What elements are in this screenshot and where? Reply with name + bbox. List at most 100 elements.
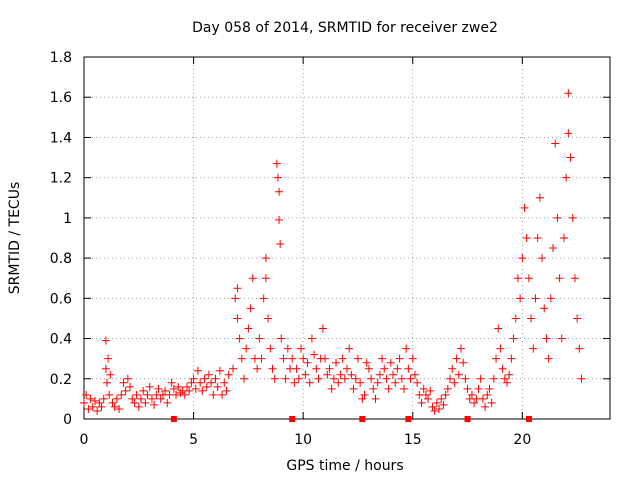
data-point: [507, 354, 516, 363]
data-point: [494, 324, 503, 333]
data-point: [253, 364, 262, 373]
grid-lines: [84, 57, 610, 419]
data-point: [145, 382, 154, 391]
data-point: [106, 370, 115, 379]
data-point: [108, 398, 117, 407]
y-tick-label: 1.2: [50, 171, 72, 187]
y-tick-labels: 0 0.2 0.4 0.6 0.8 1 1.2 1.4 1.6 1.8: [50, 50, 72, 428]
data-point: [380, 364, 389, 373]
data-point: [435, 404, 444, 413]
y-axis-label: SRMTID / TECUs: [7, 182, 23, 295]
data-point: [209, 390, 218, 399]
data-point: [290, 378, 299, 387]
data-point: [417, 398, 426, 407]
data-point: [198, 386, 207, 395]
data-point: [246, 304, 255, 313]
data-point: [397, 374, 406, 383]
data-point: [275, 187, 284, 196]
data-point: [279, 354, 288, 363]
data-points: [80, 89, 586, 415]
data-point: [343, 364, 351, 373]
data-point: [307, 334, 316, 343]
data-point: [461, 374, 470, 383]
axis-marker: [289, 416, 296, 422]
data-point: [336, 370, 345, 379]
data-point: [110, 402, 119, 411]
data-point: [185, 386, 194, 395]
data-point: [513, 274, 522, 283]
data-point: [176, 388, 185, 397]
data-point: [334, 378, 343, 387]
data-point: [266, 344, 275, 353]
data-point: [399, 384, 408, 393]
data-point: [540, 304, 549, 313]
bottom-markers: [170, 416, 532, 422]
axis-marker: [464, 416, 471, 422]
data-point: [128, 394, 137, 403]
data-point: [364, 364, 373, 373]
data-point: [527, 314, 536, 323]
data-point: [485, 384, 494, 393]
data-point: [424, 394, 433, 403]
data-point: [174, 382, 183, 391]
data-point: [200, 374, 209, 383]
data-point: [542, 334, 551, 343]
data-point: [378, 354, 387, 363]
data-point: [505, 370, 514, 379]
data-point: [577, 374, 586, 383]
data-point: [439, 400, 448, 409]
data-point: [531, 294, 540, 303]
data-point: [196, 378, 205, 387]
data-point: [353, 354, 362, 363]
data-point: [270, 374, 279, 383]
data-point: [483, 390, 492, 399]
data-point: [538, 254, 547, 263]
data-point: [288, 354, 297, 363]
data-point: [459, 358, 468, 367]
data-point: [428, 402, 437, 411]
data-point: [369, 384, 378, 393]
data-point: [97, 402, 106, 411]
data-point: [183, 382, 192, 391]
axis-marker: [359, 416, 366, 422]
data-point: [559, 234, 568, 242]
data-point: [163, 398, 172, 407]
data-point: [277, 334, 286, 343]
x-tick-label: 10: [294, 432, 312, 448]
data-point: [566, 153, 575, 162]
data-point: [169, 384, 178, 393]
data-point: [432, 398, 441, 407]
y-tick-label: 0.6: [50, 291, 72, 307]
data-point: [136, 394, 145, 403]
data-point: [410, 370, 419, 379]
data-point: [224, 370, 233, 379]
data-point: [273, 173, 282, 182]
data-point: [351, 374, 360, 383]
data-point: [562, 173, 571, 182]
data-point: [323, 370, 332, 379]
data-point: [259, 294, 268, 303]
data-point: [82, 390, 91, 399]
y-tick-label: 1.4: [50, 130, 72, 146]
data-point: [509, 334, 518, 343]
data-point: [524, 274, 533, 283]
data-point: [349, 384, 358, 393]
data-point: [391, 378, 400, 387]
data-point: [518, 254, 527, 263]
data-point: [167, 378, 176, 387]
data-point: [104, 354, 113, 363]
data-point: [454, 370, 463, 379]
data-point: [340, 374, 349, 383]
data-point: [147, 394, 156, 403]
y-tick-label: 1.8: [50, 50, 72, 66]
data-point: [126, 382, 135, 391]
data-point: [327, 384, 336, 393]
data-point: [88, 402, 97, 411]
data-point: [452, 354, 461, 363]
data-point: [564, 89, 573, 98]
data-point: [272, 159, 281, 168]
data-point: [570, 274, 579, 283]
data-point: [533, 234, 542, 242]
axis-marker: [405, 416, 412, 422]
